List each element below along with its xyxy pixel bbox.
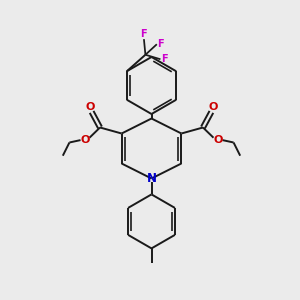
Text: F: F (161, 54, 168, 64)
Text: O: O (85, 101, 95, 112)
Text: O: O (80, 135, 90, 145)
Text: F: F (141, 29, 147, 39)
Text: N: N (146, 172, 157, 185)
Text: O: O (208, 101, 218, 112)
Text: O: O (213, 135, 223, 145)
Text: F: F (158, 39, 164, 49)
